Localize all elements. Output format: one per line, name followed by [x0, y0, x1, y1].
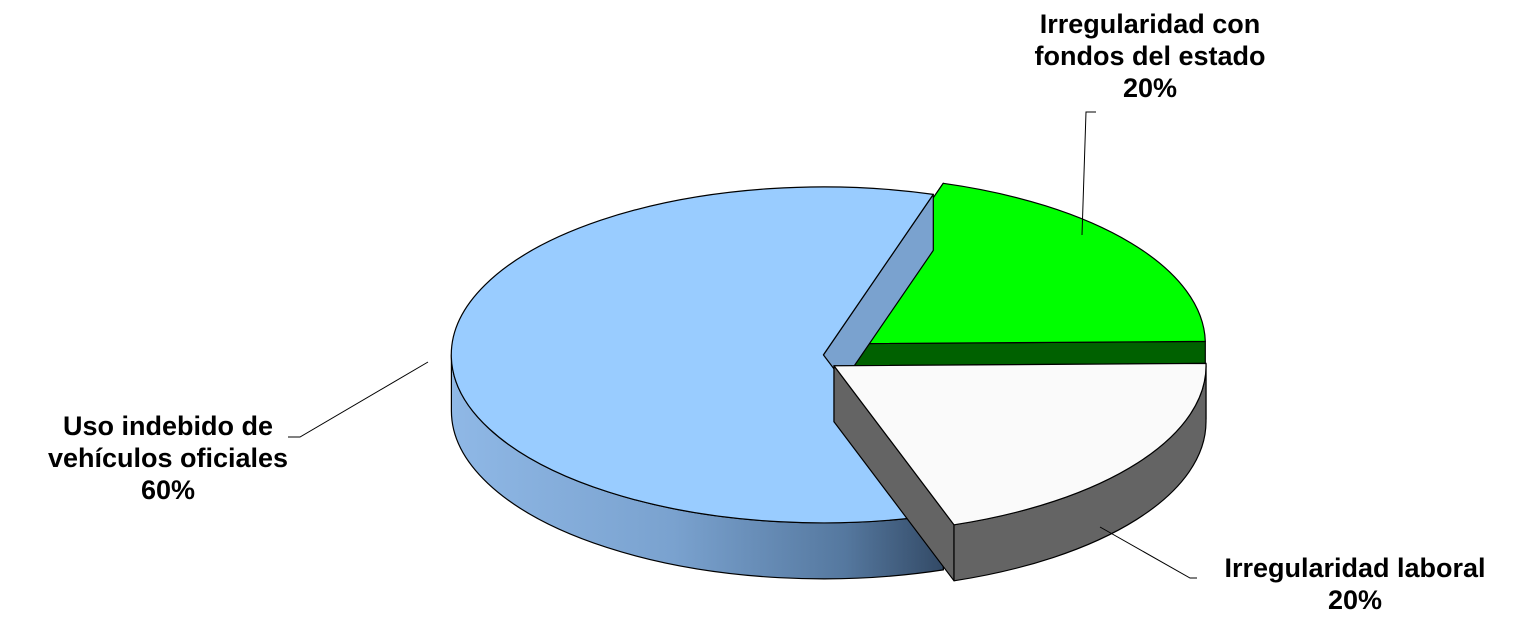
slice-1-top: [833, 362, 1207, 526]
slice-value-vehiculos: 60%: [140, 475, 196, 505]
leader-line-0: [1081, 111, 1096, 236]
slice-label-vehiculos-line1: Uso indebido de: [62, 411, 273, 441]
slice-label-fondos: Irregularidad con fondos del estado 20%: [1000, 8, 1300, 104]
slice-label-fondos-line1: Irregularidad con: [1039, 9, 1261, 39]
slice-value-fondos: 20%: [1122, 73, 1178, 103]
slice-2-top: [450, 186, 944, 524]
slice-value-laboral: 20%: [1327, 585, 1383, 615]
leader-line-1: [1099, 526, 1197, 579]
slice-label-fondos-line2: fondos del estado: [1034, 41, 1266, 71]
slice-label-laboral: Irregularidad laboral 20%: [1194, 552, 1516, 616]
slice-label-laboral-line1: Irregularidad laboral: [1224, 553, 1486, 583]
slice-label-vehiculos-line2: vehículos oficiales: [47, 443, 289, 473]
slice-label-vehiculos: Uso indebido de vehículos oficiales 60%: [18, 410, 318, 506]
leader-line-2: [288, 361, 429, 438]
